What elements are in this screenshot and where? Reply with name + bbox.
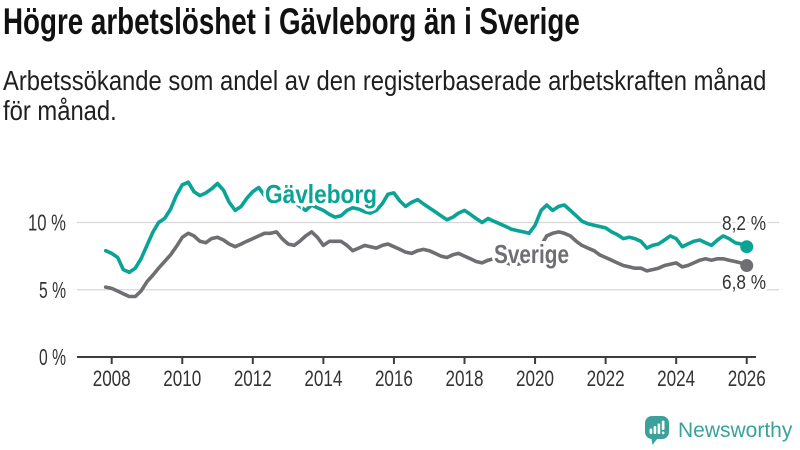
logo-exclamation-dot: [661, 431, 665, 435]
series-label-sverige: Sverige: [494, 239, 569, 269]
x-tick-label: 2014: [304, 366, 342, 391]
subtitle-line-2: för månad.: [3, 95, 117, 126]
series-label-gavleborg: Gävleborg: [265, 179, 377, 209]
x-tick-label: 2016: [375, 366, 413, 391]
end-dot-gavleborg: [740, 240, 754, 254]
end-dot-sverige: [740, 259, 754, 273]
logo-exclamation-stroke: [661, 420, 665, 430]
x-tick-label: 2022: [587, 366, 625, 391]
x-tick-label: 2024: [657, 366, 695, 391]
x-tick-label: 2026: [728, 366, 766, 391]
chart-subtitle: Arbetssökande som andel av den registerb…: [3, 66, 800, 126]
end-value-label-sverige: 6,8 %: [722, 272, 766, 294]
line-sverige: [103, 230, 749, 299]
logo-bar-tall: [657, 423, 661, 434]
x-tick-label: 2020: [516, 366, 554, 391]
end-value-label-gavleborg: 8,2 %: [722, 213, 766, 235]
x-tick-label: 2012: [234, 366, 272, 391]
logo-bar-small: [649, 428, 653, 434]
newsworthy-speech-bubble-bar-chart-icon: [645, 416, 669, 445]
subtitle-line-1: Arbetssökande som andel av den registerb…: [3, 65, 767, 96]
y-tick-label: 5 %: [39, 277, 66, 303]
y-tick-label: 10 %: [28, 210, 66, 236]
logo-bubble-shape: [645, 416, 669, 445]
x-tick-label: 2008: [93, 366, 131, 391]
y-tick-label: 0 %: [39, 344, 66, 370]
x-tick-label: 2010: [163, 366, 201, 391]
newsworthy-wordmark: Newsworthy: [678, 418, 793, 442]
logo-bar-medium: [653, 426, 657, 434]
newsworthy-logo: Newsworthy: [645, 416, 792, 445]
x-tick-label: 2018: [446, 366, 484, 391]
line-gavleborg: [103, 180, 749, 275]
page-title: Högre arbetslöshet i Gävleborg än i Sver…: [3, 1, 580, 42]
